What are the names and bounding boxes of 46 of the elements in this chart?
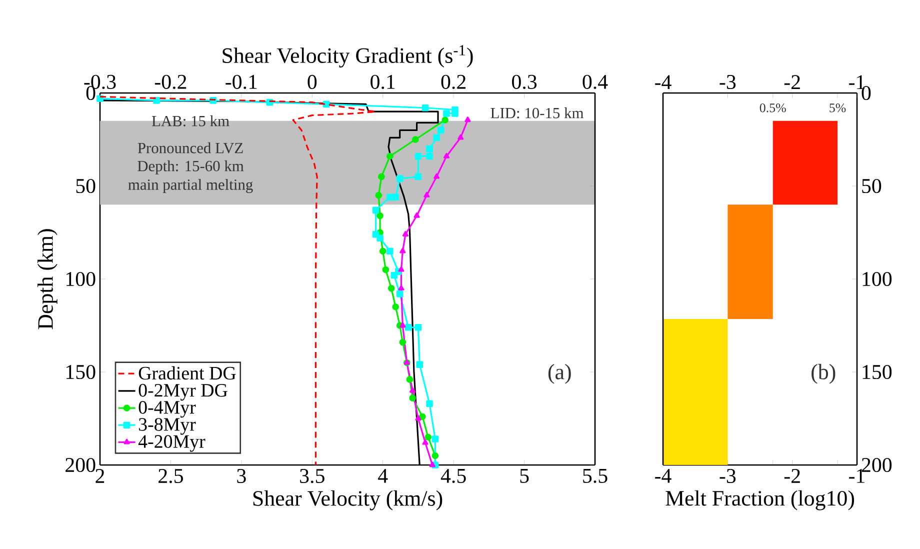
x-tick-label: 4.5 xyxy=(440,468,466,484)
x2-tick-label: 0.4 xyxy=(582,74,608,90)
x-tick-label: 4 xyxy=(378,468,388,483)
legend-label: 0-4Myr xyxy=(138,400,196,418)
y-tick-label: 100 xyxy=(862,272,892,286)
x-tick-label: -3 xyxy=(720,468,736,484)
annotation: LID: 10-15 km xyxy=(490,107,584,118)
annotation: 0.5% xyxy=(760,103,786,112)
annotation: LAB: 15 km xyxy=(152,115,230,126)
x-tick-label: 2.5 xyxy=(158,468,183,484)
legend-label: 4-20Myr xyxy=(138,435,206,452)
annotation: Pronounced LVZ xyxy=(138,142,243,154)
y-tick-label: 50 xyxy=(862,178,882,194)
legend-label: Gradient DG xyxy=(138,366,236,380)
x2-tick-label: 0.2 xyxy=(441,74,466,90)
legend-label: 0-2Myr DG xyxy=(138,384,228,401)
annotation: (a) xyxy=(548,364,571,384)
x2-tick-label: -3 xyxy=(720,74,736,90)
x2-tick-label: -0.1 xyxy=(226,74,257,90)
x2-tick-label: -4 xyxy=(655,75,672,90)
annotation: Depth: 15-60 km xyxy=(138,160,244,174)
x-tick-label: 3.5 xyxy=(300,468,324,484)
y-axis-title: Depth (km) xyxy=(37,229,58,330)
x2-tick-label: -0.2 xyxy=(154,74,186,90)
x-tick-label: 5.5 xyxy=(583,468,608,483)
x2-tick-label: 0.3 xyxy=(512,74,537,90)
y-tick-label: 100 xyxy=(66,272,96,286)
x-axis-title: Melt Fraction (log10) xyxy=(666,490,854,510)
y-tick-label: 50 xyxy=(76,178,96,194)
x-tick-label: -2 xyxy=(784,468,800,483)
x-tick-label: 3 xyxy=(237,468,246,484)
annotation: (b) xyxy=(812,364,836,384)
x-axis-title: Shear Velocity (km/s) xyxy=(253,490,442,510)
x2-tick-label: -2 xyxy=(784,75,800,90)
x-tick-label: 5 xyxy=(520,468,529,483)
y-tick-label: 150 xyxy=(66,364,96,380)
annotation: main partial melting xyxy=(128,178,253,194)
x-tick-label: -4 xyxy=(655,468,672,483)
x2-tick-label: 0 xyxy=(308,74,317,90)
y-tick-label: 150 xyxy=(862,364,892,380)
x2-tick-label: 0.1 xyxy=(370,74,395,90)
x2-axis-title: Shear Velocity Gradient (s$^{-1}$) xyxy=(222,45,473,68)
legend-label: 3-8Myr xyxy=(138,418,196,435)
annotation: 5% xyxy=(830,103,846,112)
y-tick-label: 200 xyxy=(66,458,96,472)
x-tick-label: 2 xyxy=(96,468,104,483)
